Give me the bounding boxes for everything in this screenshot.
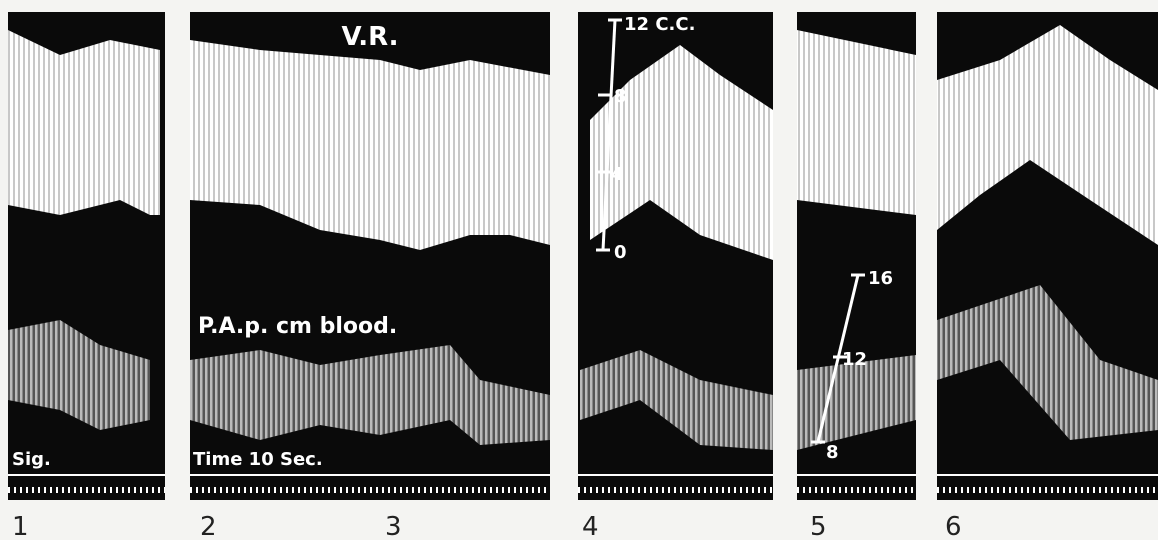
scale-label: 16 [868, 268, 893, 289]
volume-traces [8, 25, 1158, 260]
scale-line [601, 19, 617, 251]
time-lines [8, 474, 1158, 493]
pressure-traces [8, 285, 1158, 450]
pressure-label: P.A.p. cm blood. [198, 314, 397, 339]
scale-label: 4 [611, 164, 624, 185]
scale-label: 12 [842, 349, 867, 370]
time-label: Time 10 Sec. [193, 449, 323, 470]
trace [590, 45, 773, 260]
volume-scale [596, 18, 622, 252]
scale-label: 8 [614, 86, 627, 107]
signal-label: Sig. [12, 449, 51, 470]
panel-number: 5 [810, 512, 827, 540]
trace [190, 40, 550, 250]
panel-number: 4 [582, 512, 599, 540]
trace [190, 345, 550, 445]
trace [8, 320, 150, 430]
panel-number: 1 [12, 512, 29, 540]
scale-unit: 12 C.C. [624, 14, 695, 35]
trace [937, 285, 1158, 440]
scale-label: 0 [614, 242, 627, 263]
trace [8, 30, 160, 215]
scale-label: 8 [826, 442, 839, 463]
trace [797, 355, 916, 450]
panel-number: 6 [945, 512, 962, 540]
trace [797, 30, 916, 215]
trace [937, 25, 1158, 245]
panel-number: 3 [385, 512, 402, 540]
trace [580, 350, 773, 450]
volume-label: V.R. [341, 22, 398, 52]
panel-number: 2 [200, 512, 217, 540]
pressure-scale [811, 273, 865, 444]
